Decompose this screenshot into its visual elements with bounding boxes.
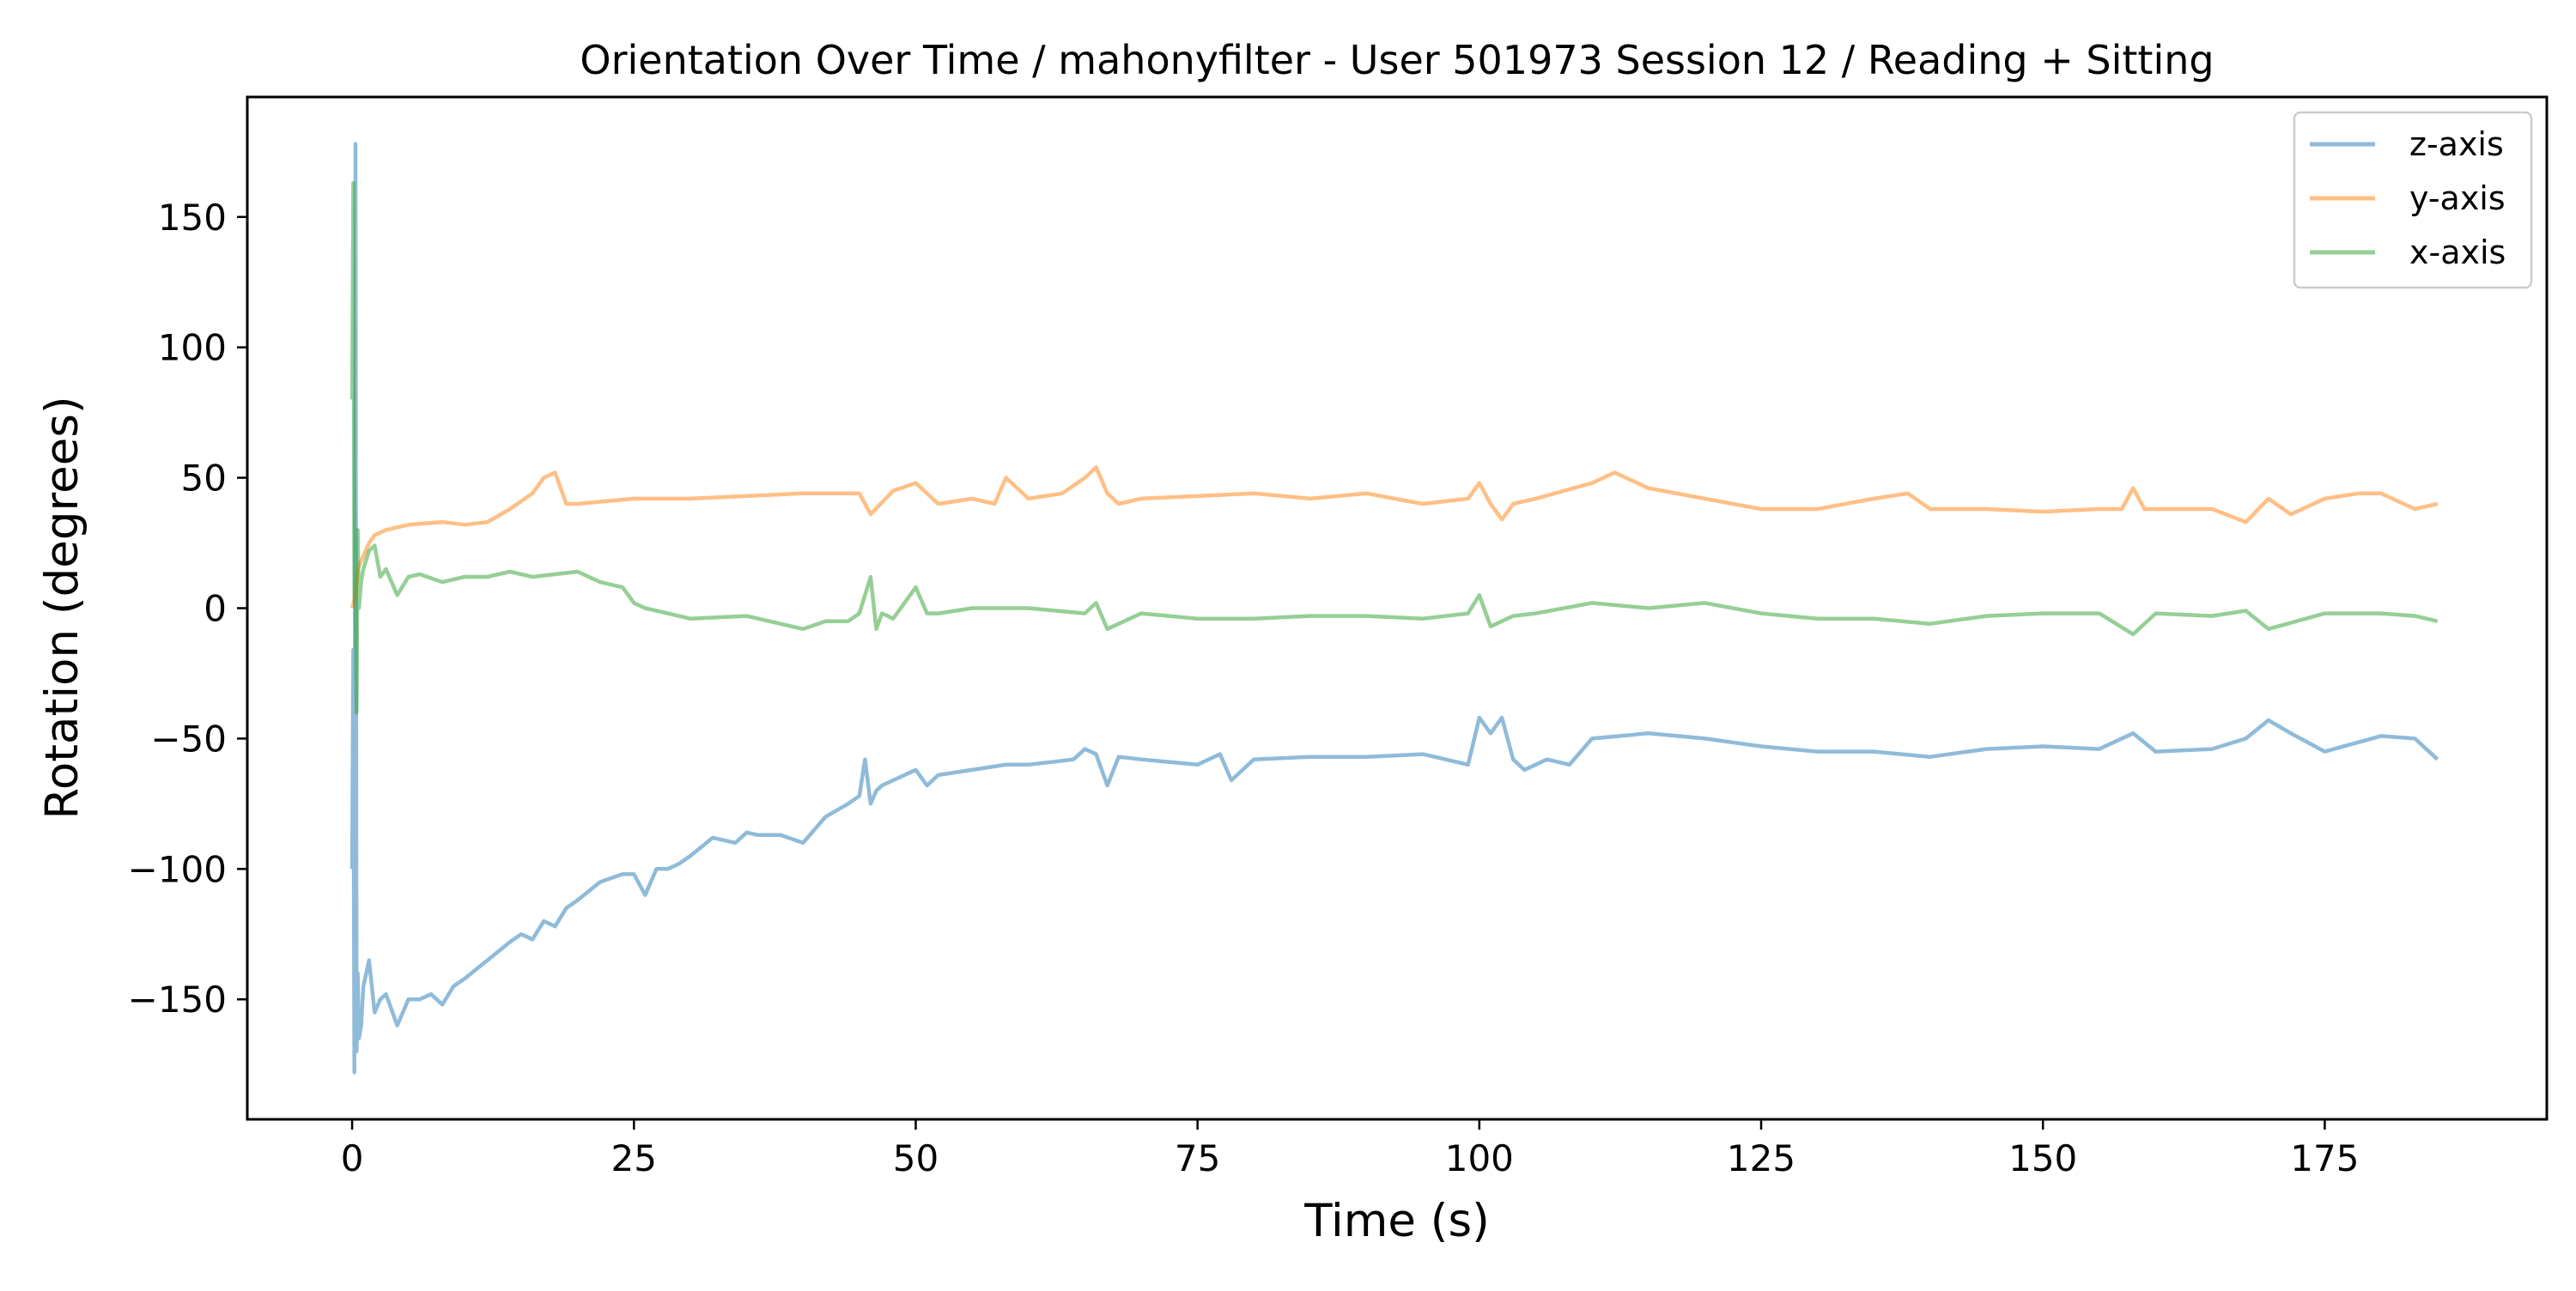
x-tick-label: 125 <box>1727 1137 1795 1179</box>
legend-label-y-axis: y-axis <box>2409 179 2506 217</box>
series-line-y-axis <box>349 465 2439 609</box>
x-tick-label: 75 <box>1175 1137 1220 1179</box>
y-tick-label: 100 <box>158 327 227 369</box>
x-axis-label: Time (s) <box>1303 1195 1490 1247</box>
y-axis-label: Rotation (degrees) <box>36 396 88 819</box>
legend-label-x-axis: x-axis <box>2409 233 2506 271</box>
y-tick-label: −50 <box>150 718 227 760</box>
y-tick-label: −150 <box>128 979 227 1021</box>
y-tick-label: −100 <box>128 848 227 890</box>
series-layer <box>349 142 2439 1075</box>
series-line-z-axis <box>349 142 2439 1075</box>
y-axis: −150 −100 −50 0 50 100 150 <box>128 197 247 1021</box>
x-tick-label: 50 <box>893 1137 939 1179</box>
x-tick-label: 0 <box>341 1137 364 1179</box>
x-tick-label: 150 <box>2008 1137 2077 1179</box>
x-tick-label: 100 <box>1445 1137 1514 1179</box>
x-tick-label: 175 <box>2290 1137 2359 1179</box>
x-axis: 0 25 50 75 100 125 150 175 <box>341 1119 2359 1179</box>
y-tick-label: 150 <box>158 197 227 239</box>
series-line-x-axis <box>349 181 2439 715</box>
legend-label-z-axis: z-axis <box>2409 125 2504 163</box>
plot-frame <box>246 95 2549 1121</box>
chart-title: Orientation Over Time / mahonyfilter - U… <box>580 37 2214 83</box>
x-tick-label: 25 <box>611 1137 657 1179</box>
y-tick-label: 50 <box>181 458 227 500</box>
legend: z-axis y-axis x-axis <box>2293 111 2533 289</box>
y-tick-label: 0 <box>204 588 227 630</box>
legend-box <box>2293 111 2533 289</box>
